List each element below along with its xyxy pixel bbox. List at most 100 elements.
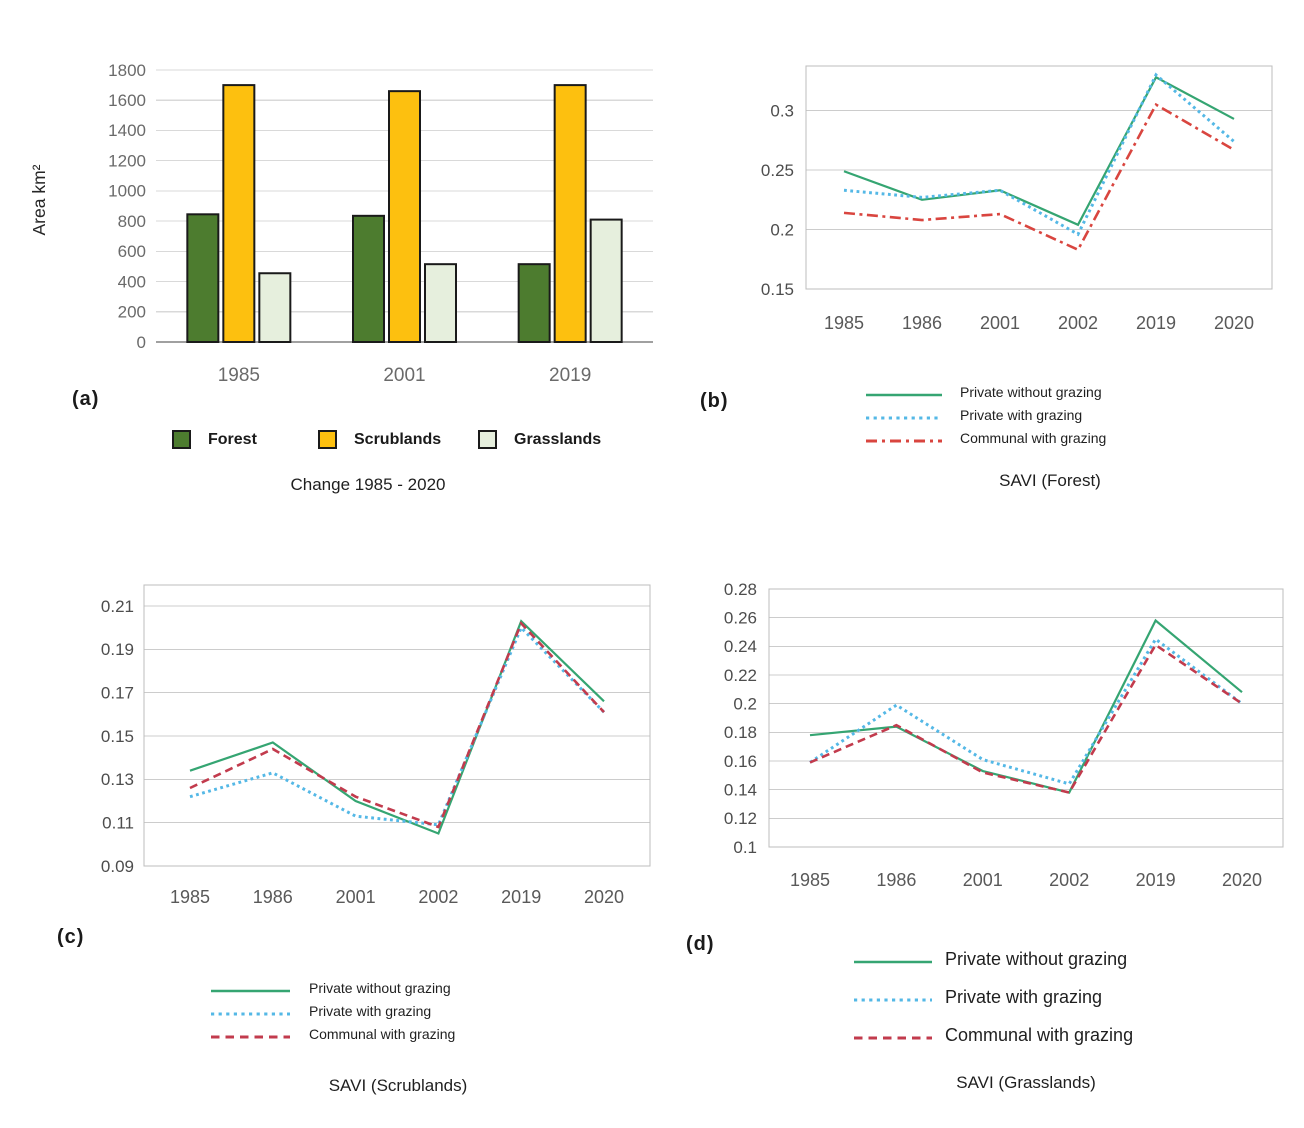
x-tick-label: 2002 [418,887,458,907]
legend-savi-forest: Private without grazing Private with gra… [865,380,1106,449]
swatch-line-svg [866,393,942,396]
y-tick-label: 0.25 [761,161,794,180]
x-tick-label: 2002 [1058,313,1098,333]
legend-item-forest: Forest [172,430,257,449]
swatch-line-svg [866,416,942,419]
solid-line-swatch-icon [210,983,291,993]
y-tick-label: 1000 [108,182,146,201]
y-tick-label: 1600 [108,91,146,110]
bar-scrublands-2001 [388,90,421,344]
forest-swatch-icon [172,430,191,449]
x-tick-label: 2001 [336,887,376,907]
legend-item-grasslands: Grasslands [478,430,601,449]
y-tick-label: 0.17 [101,683,134,702]
legend-label: Private without grazing [309,979,451,996]
bar-grasslands-2001 [424,263,457,343]
y-tick-label: 0.21 [101,597,134,616]
bar-grasslands-1985 [258,272,292,343]
swatch-line-svg [854,1036,932,1040]
dashed-line-swatch-icon [210,1029,291,1039]
legend-label: Communal with grazing [945,1024,1134,1045]
legend-item: Private without grazing [210,976,455,999]
legend-label-forest: Forest [208,430,257,448]
dashdot-line-swatch-icon [865,433,943,443]
y-tick-label: 600 [118,242,146,261]
bar-scrublands-1985 [222,84,256,343]
panel-label-c: (c) [57,926,85,948]
legend-item-scrublands: Scrublands [318,430,441,449]
dotted-line-swatch-icon [853,992,933,1002]
y-tick-label: 0.22 [724,666,757,685]
legend-item: Private without grazing [865,380,1106,403]
bar-scrublands-2019 [553,84,587,343]
swatch-line-svg [866,439,942,442]
y-tick-label: 0.24 [724,637,757,656]
x-tick-label: 2019 [1136,313,1176,333]
legend-landcover: Forest Scrublands Grasslands [0,430,700,454]
plot-border [143,584,651,867]
x-tick-label: 2020 [1214,313,1254,333]
y-tick-label: 1800 [108,61,146,80]
chart-title-savi-grasslands: SAVI (Grasslands) [956,1073,1096,1092]
legend-item: Communal with grazing [853,1016,1133,1054]
y-tick-label: 0.18 [724,723,757,742]
legend-label: Communal with grazing [960,429,1107,446]
panel-label-d: (d) [686,933,715,955]
x-tick-label: 1986 [902,313,942,333]
y-axis-label-area-km2: Area km² [29,164,49,236]
y-tick-label: 0.26 [724,608,757,627]
legend-label: Private with grazing [309,1002,432,1019]
x-tick-label: 2019 [1136,870,1176,890]
legend-item: Communal with grazing [865,426,1106,449]
y-tick-label: 0.15 [761,280,794,299]
x-tick-label: 2020 [1222,870,1262,890]
chart-title-savi-forest: SAVI (Forest) [999,471,1101,490]
y-tick-label: 0.28 [724,580,757,599]
grasslands-swatch-icon [478,430,497,449]
y-tick-label: 0.09 [101,857,134,876]
chart-d: 0.1 0.12 0.14 0.16 0.18 0.2 0.22 0.24 0.26 0.28 19… [724,580,1284,890]
series-line-communal-with-grazing [809,643,1243,795]
x-tick-label: 2019 [501,887,541,907]
series-line-private-with-grazing [843,72,1235,237]
swatch-line-svg [211,1035,290,1038]
solid-line-swatch-icon [853,954,933,964]
bar-forest-2019 [517,263,551,343]
y-tick-label: 800 [118,212,146,231]
legend-item: Communal with grazing [210,1022,455,1045]
x-category-label: 2001 [383,365,425,386]
x-tick-label: 2001 [980,313,1020,333]
swatch-line-svg [211,989,290,992]
y-tick-label: 0.2 [733,694,757,713]
legend-label: Communal with grazing [309,1025,456,1042]
y-tick-label: 400 [118,272,146,291]
y-tick-label: 0.14 [724,780,757,799]
series-line-private-with-grazing [189,625,606,827]
y-tick-label: 0 [137,333,146,352]
y-tick-label: 0.1 [733,838,757,857]
legend-savi-grasslands: Private without grazing Private with gra… [853,940,1133,1054]
y-tick-label: 1200 [108,151,146,170]
dotted-line-swatch-icon [210,1006,291,1016]
chart-b: 0.15 0.2 0.25 0.3 1985 1986 2001 2002 2019 2020 [761,65,1273,333]
bar-grasslands-2019 [589,218,623,344]
y-tick-label: 200 [118,303,146,322]
chart-c: 0.09 0.11 0.13 0.15 0.17 0.19 0.21 1985 1986 2001… [101,584,651,907]
legend-item: Private with grazing [210,999,455,1022]
x-tick-label: 1986 [253,887,293,907]
bar-forest-1985 [186,213,220,343]
x-tick-label: 2020 [584,887,624,907]
chart-title-savi-scrublands: SAVI (Scrublands) [328,1076,468,1095]
series-line-communal-with-grazing [189,620,605,829]
y-tick-label: 0.12 [724,809,757,828]
y-tick-label: 0.3 [770,101,794,120]
panel-label-b: (b) [700,390,729,412]
x-tick-label: 1985 [824,313,864,333]
legend-item: Private with grazing [853,978,1133,1016]
panel-label-a: (a) [72,388,100,410]
legend-label: Private without grazing [945,948,1128,969]
x-tick-label: 1985 [790,870,830,890]
y-tick-label: 0.19 [101,640,134,659]
x-tick-label: 2002 [1049,870,1089,890]
